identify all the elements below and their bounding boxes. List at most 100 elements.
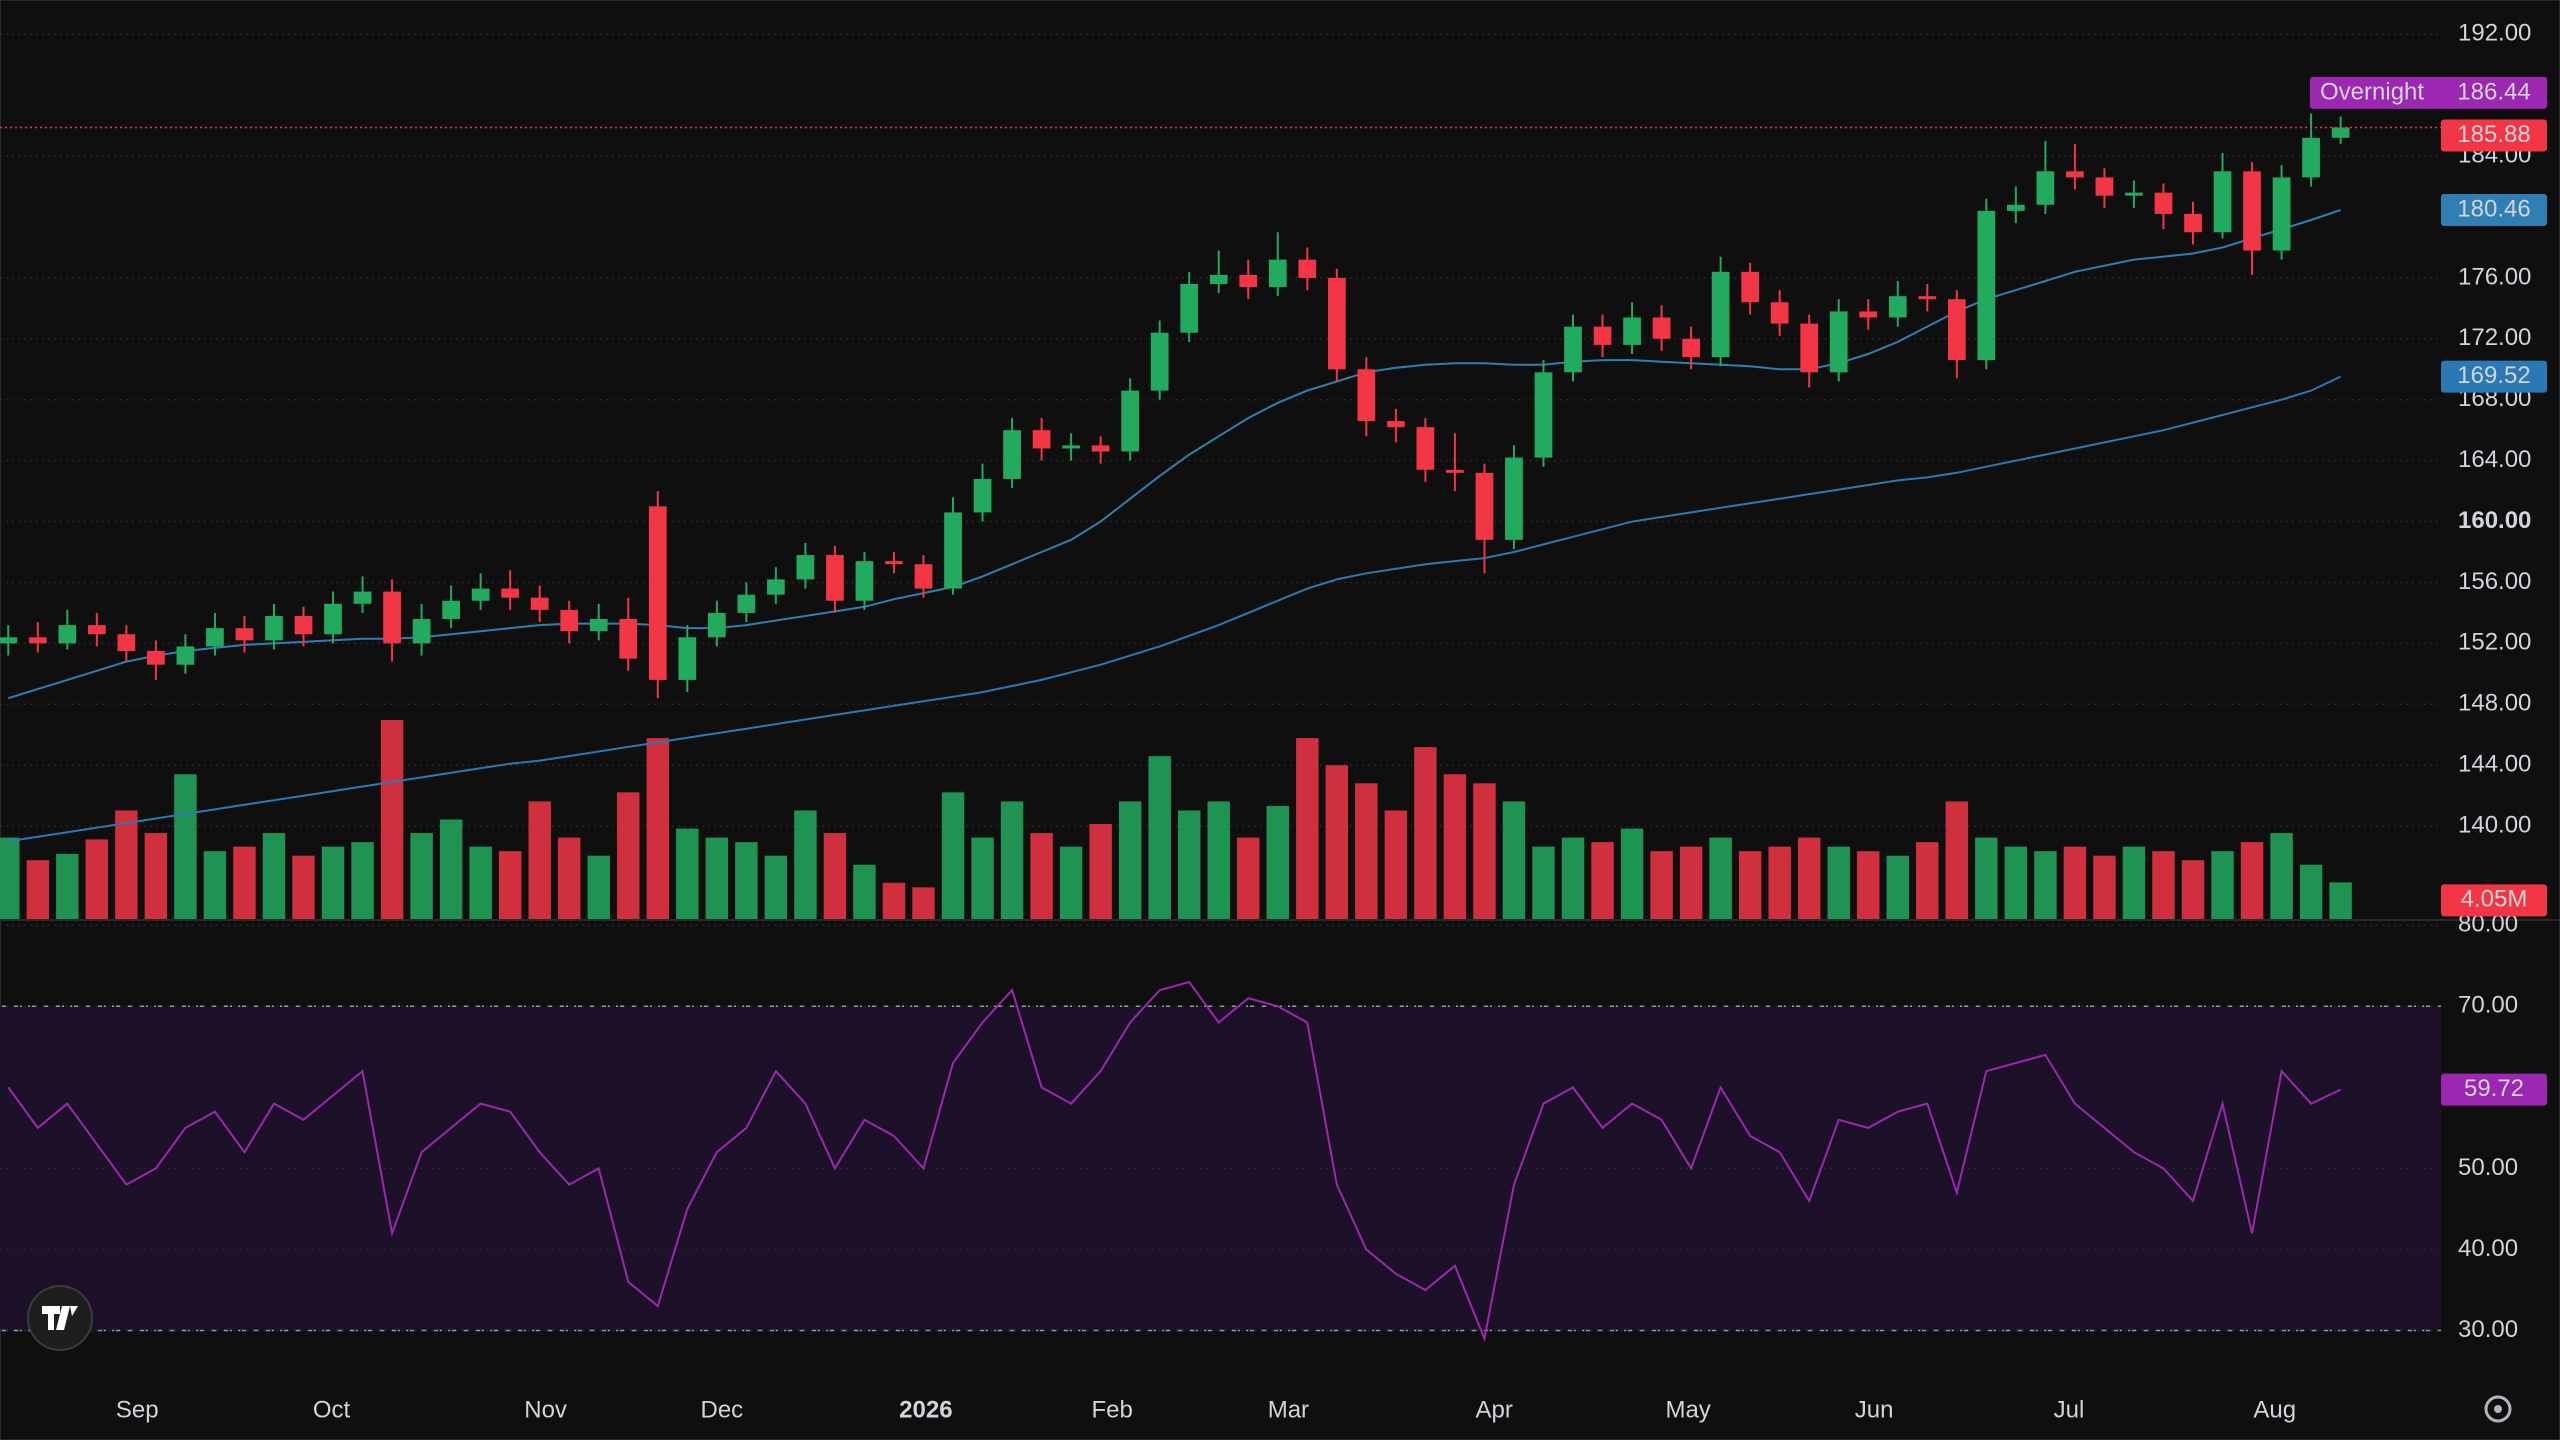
volume-bar	[853, 864, 876, 919]
overnight-box	[2310, 76, 2547, 109]
volume-bar	[1975, 837, 1998, 919]
x-tick-label: Jun	[1855, 1396, 1894, 1423]
candle-body	[2302, 137, 2320, 178]
overnight-value: 186.44	[2457, 78, 2530, 105]
y-tick-label: 176.00	[2458, 263, 2531, 290]
candle-body	[589, 619, 608, 632]
candle-body	[1947, 299, 1966, 361]
volume-bar	[2093, 855, 2116, 919]
candle-body	[176, 646, 195, 665]
candle-body	[324, 603, 342, 635]
x-tick-label: Apr	[1476, 1396, 1513, 1423]
volume-bar	[1650, 851, 1673, 919]
candle-body	[471, 588, 490, 601]
volume-bar	[439, 819, 463, 919]
candle-body	[1150, 332, 1169, 391]
candle-body	[2243, 171, 2261, 251]
candle-body	[1977, 210, 1996, 361]
volume-bar	[1886, 855, 1909, 919]
candle-body	[1209, 274, 1228, 284]
candle-body	[1829, 311, 1848, 373]
volume-bar	[1591, 842, 1614, 919]
volume-bar	[203, 851, 227, 919]
candle-body	[1268, 259, 1287, 288]
volume-bar	[174, 774, 197, 919]
rsi-tag: 59.72	[2441, 1073, 2547, 1106]
volume-bar	[1738, 851, 1762, 919]
volume-bar	[1709, 837, 1732, 919]
volume-bar	[1502, 801, 1526, 919]
volume-bar	[2240, 842, 2264, 919]
volume-bar	[1473, 783, 1496, 919]
volume-bar	[1325, 765, 1349, 919]
rsi-line	[7, 980, 2342, 1343]
volume-bar	[1384, 810, 1408, 919]
candle-body	[2007, 204, 2025, 211]
candle-body	[2272, 177, 2291, 251]
volume-bar	[498, 851, 522, 919]
candle-body	[944, 512, 962, 589]
candle-body	[737, 594, 756, 613]
volume-bar	[528, 801, 551, 919]
volume-bar	[1561, 837, 1585, 919]
candle-body	[1711, 271, 1730, 358]
candle-body	[147, 650, 165, 665]
y-tick-label: 152.00	[2458, 629, 2531, 656]
candle-body	[2154, 192, 2173, 214]
last-price-tag-box	[2441, 119, 2547, 152]
moving-average-tag: 169.52	[2441, 360, 2547, 393]
rsi-tag-text: 59.72	[2464, 1075, 2524, 1102]
candle-body	[2213, 171, 2232, 233]
volume-bar	[1296, 738, 1319, 919]
moving-average-line	[8, 375, 2342, 843]
volume-bar	[1827, 846, 1850, 919]
volume-bar	[1768, 846, 1791, 919]
settings-button[interactable]	[2484, 1395, 2512, 1423]
moving-average-tag: 180.46	[2441, 193, 2547, 226]
logo[interactable]	[27, 1285, 93, 1351]
candle-body	[1032, 430, 1051, 449]
candle-body	[1239, 274, 1258, 288]
volume-tag-text: 4.05M	[2461, 886, 2528, 913]
candle-body	[1623, 317, 1641, 345]
volume-bar	[2034, 851, 2057, 919]
y-tick-label: 144.00	[2458, 751, 2531, 778]
volume-tag: 4.05M	[2441, 884, 2547, 917]
layers: 140.00 144.00 148.00 152.00 156.00 160.00 164.…	[0, 20, 2560, 1423]
volume-bar	[646, 738, 670, 919]
volume-bar	[1443, 774, 1467, 919]
candle-body	[1357, 369, 1376, 422]
volume-bar	[1207, 801, 1230, 919]
y-tick-label: 156.00	[2458, 568, 2531, 595]
y-tick-label: 140.00	[2458, 811, 2531, 838]
volume-bar	[1177, 810, 1201, 919]
candle-body	[1416, 427, 1435, 470]
candle-body	[2036, 171, 2055, 205]
y-tick-label: 192.00	[2458, 20, 2531, 47]
volume-bar	[1059, 846, 1083, 919]
candle-body	[1859, 311, 1878, 318]
candle-body	[1682, 338, 1700, 358]
rsi-tick-label: 50.00	[2458, 1154, 2518, 1181]
moving-average-tag-box	[2441, 193, 2547, 226]
volume-bar	[262, 833, 286, 919]
volume-bar	[1679, 846, 1703, 919]
moving-average-tag-text: 169.52	[2457, 362, 2530, 389]
volume-bar	[2181, 860, 2205, 919]
candle-body	[2125, 192, 2143, 196]
volume-bar	[2211, 851, 2234, 919]
candle-body	[294, 615, 313, 635]
rsi-tick-label: 70.00	[2458, 992, 2518, 1019]
x-tick-label: Jul	[2054, 1396, 2085, 1423]
settings-gear[interactable]	[2484, 1395, 2512, 1423]
volume-bar	[617, 792, 640, 919]
candle-body	[914, 564, 933, 589]
candle-body	[1387, 421, 1405, 428]
volume-bar	[2299, 864, 2323, 919]
candle-body	[265, 615, 283, 641]
last-price-tag-text: 185.88	[2457, 121, 2530, 148]
volume-bar	[1089, 824, 1112, 919]
volume-bar	[1916, 842, 1939, 919]
rsi-tick-label: 40.00	[2458, 1235, 2518, 1262]
